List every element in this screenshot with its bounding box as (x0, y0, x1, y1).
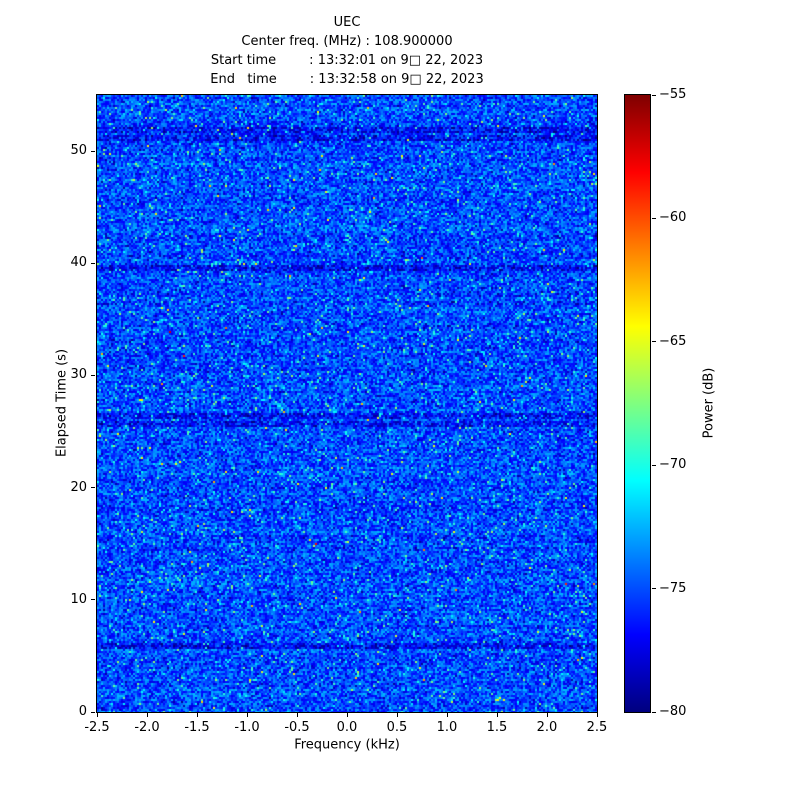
x-tick-label: -2.0 (134, 720, 160, 735)
y-tick-mark (91, 374, 95, 376)
colorbar-tick-mark (652, 588, 656, 590)
y-tick-label: 10 (70, 591, 87, 607)
colorbar-tick-label: −65 (659, 333, 687, 349)
x-tick-label: 0.0 (336, 720, 358, 735)
colorbar-tick-mark (652, 464, 656, 466)
y-tick-label: 40 (70, 255, 87, 271)
y-tick-mark (91, 599, 95, 601)
x-tick-mark (546, 713, 548, 717)
colorbar-tick-label: −70 (659, 457, 687, 473)
y-tick-label: 20 (70, 479, 87, 495)
x-tick-label: 1.0 (436, 720, 458, 735)
colorbar-tick-label: −75 (659, 580, 687, 596)
colorbar-tick-mark (652, 711, 656, 713)
x-tick-mark (396, 713, 398, 717)
center-freq-line: Center freq. (MHz) : 108.900000 (241, 34, 453, 49)
x-tick-mark (296, 713, 298, 717)
x-tick-label: -2.5 (84, 720, 110, 735)
x-tick-mark (146, 713, 148, 717)
colorbar-label: Power (dB) (701, 367, 717, 439)
x-tick-label: -1.5 (184, 720, 210, 735)
y-tick-mark (91, 711, 95, 713)
x-tick-label: 2.0 (536, 720, 558, 735)
x-tick-label: -1.0 (234, 720, 260, 735)
x-tick-label: 1.5 (486, 720, 508, 735)
x-tick-label: -0.5 (284, 720, 310, 735)
colorbar-tick-label: −80 (659, 704, 687, 719)
colorbar-tick-label: −60 (659, 210, 687, 226)
plot-area (96, 94, 598, 713)
chart-title: UEC (333, 15, 361, 30)
start-time-line: Start time : 13:32:01 on 9□ 22, 2023 (210, 53, 484, 68)
y-tick-mark (91, 487, 95, 489)
y-axis-label: Elapsed Time (s) (54, 348, 70, 458)
x-tick-mark (496, 713, 498, 717)
x-axis-label: Frequency (kHz) (294, 737, 400, 753)
colorbar-tick-mark (652, 94, 656, 96)
x-tick-mark (446, 713, 448, 717)
y-tick-label: 0 (78, 704, 87, 719)
x-tick-mark (346, 713, 348, 717)
y-tick-label: 50 (70, 143, 87, 159)
colorbar-tick-mark (652, 217, 656, 219)
y-tick-mark (91, 262, 95, 264)
x-tick-mark (196, 713, 198, 717)
x-tick-mark (96, 713, 98, 717)
y-tick-mark (91, 150, 95, 152)
y-tick-label: 30 (70, 367, 87, 383)
colorbar-tick-mark (652, 341, 656, 343)
colorbar (624, 94, 651, 713)
x-tick-mark (246, 713, 248, 717)
chart-header: UEC Center freq. (MHz) : 108.900000 Star… (0, 13, 694, 89)
end-time-line: End time : 13:32:58 on 9□ 22, 2023 (210, 72, 484, 87)
colorbar-tick-label: −55 (659, 87, 687, 102)
x-tick-label: 0.5 (386, 720, 408, 735)
x-tick-label: 2.5 (586, 720, 608, 735)
spectrogram-heatmap (97, 95, 597, 712)
x-tick-mark (596, 713, 598, 717)
